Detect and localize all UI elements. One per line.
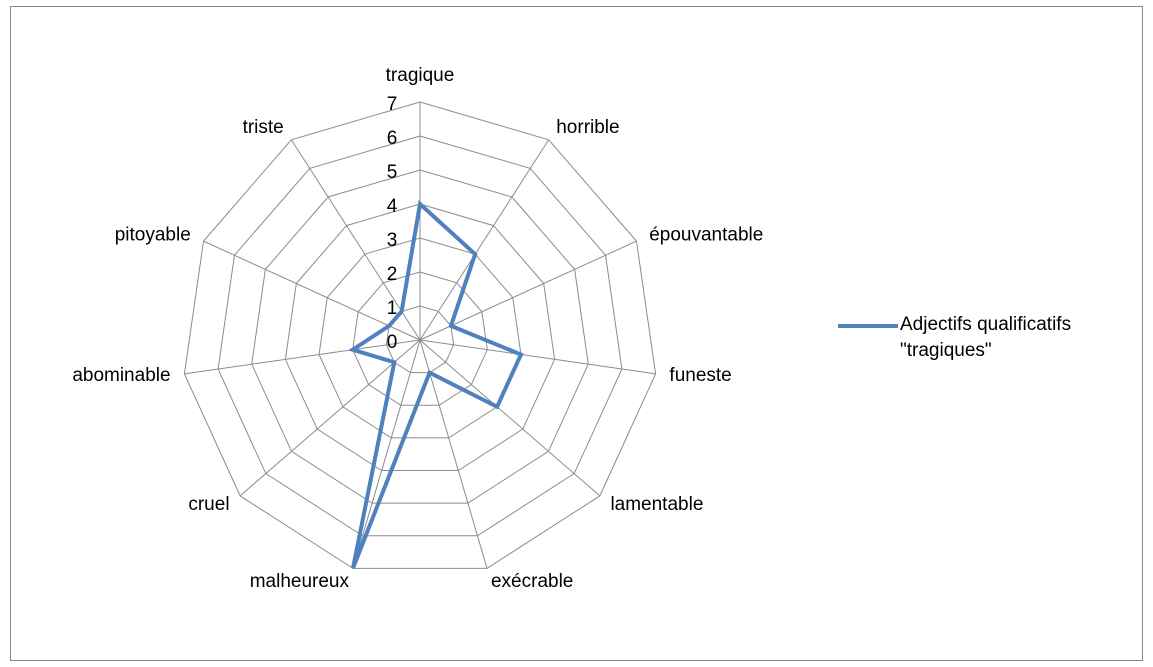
category-label: épouvantable	[649, 224, 763, 245]
grid-ring	[352, 271, 488, 406]
chart-border	[10, 6, 1143, 661]
spoke	[290, 139, 421, 341]
grid-ring	[251, 169, 589, 504]
spoke	[419, 339, 656, 375]
spoke	[239, 339, 421, 497]
r-tick-label: 2	[387, 264, 398, 285]
spoke	[352, 339, 421, 569]
category-label: horrible	[556, 117, 619, 138]
category-label: triste	[243, 117, 284, 138]
r-tick-label: 7	[387, 94, 398, 115]
r-tick-label: 4	[387, 196, 398, 217]
grid-ring	[217, 135, 623, 537]
spoke	[184, 339, 421, 375]
spoke	[419, 240, 637, 341]
series-line	[348, 200, 524, 570]
category-label: funeste	[669, 365, 731, 386]
spoke	[419, 139, 550, 341]
category-label: abominable	[72, 365, 170, 386]
r-tick-label: 1	[387, 298, 398, 319]
category-label: malheureux	[250, 571, 350, 592]
category-label: tragique	[386, 65, 455, 86]
category-label: exécrable	[491, 571, 573, 592]
category-label: pitoyable	[115, 224, 191, 245]
category-label: cruel	[188, 494, 229, 515]
grid-ring	[318, 237, 522, 439]
spoke	[419, 339, 488, 569]
r-tick-label: 3	[387, 230, 398, 251]
legend-label: Adjectifs qualificatifs "tragiques"	[900, 314, 1072, 361]
grid-ring	[183, 101, 657, 569]
r-tick-label: 5	[387, 162, 398, 183]
spoke	[203, 240, 421, 341]
r-tick-label: 0	[387, 332, 398, 353]
spoke	[419, 339, 601, 497]
category-label: lamentable	[610, 494, 703, 515]
r-tick-label: 6	[387, 128, 398, 149]
grid-ring	[284, 203, 556, 471]
